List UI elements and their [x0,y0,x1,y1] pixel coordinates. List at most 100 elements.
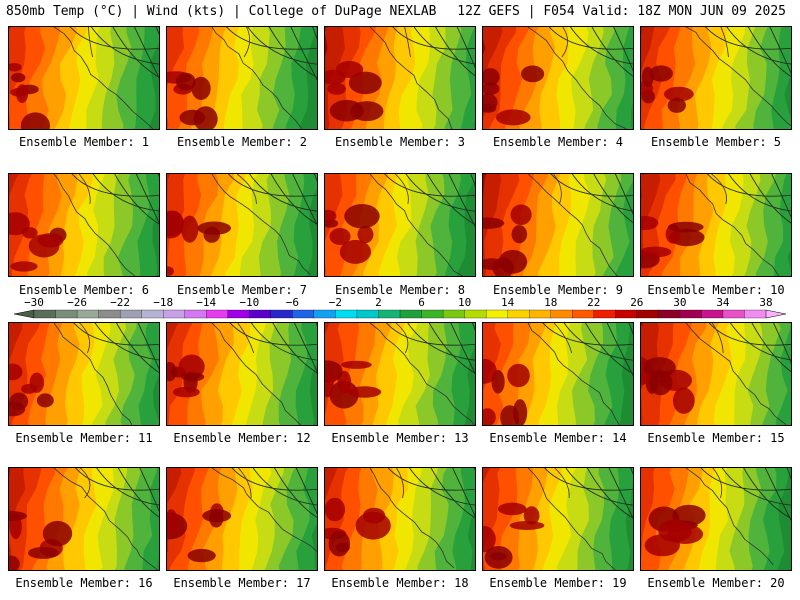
colorbar-segment [55,309,78,319]
colorbar-segment [98,309,121,319]
colorbar-tick-label: 38 [759,296,773,309]
colorbar-tick-label: 2 [375,296,382,309]
ensemble-member-label: Ensemble Member: 11 [15,431,153,445]
colorbar-segment [335,309,358,319]
ensemble-member-label: Ensemble Member: 17 [173,576,311,590]
ensemble-member-panel[interactable] [482,173,634,277]
colorbar-segment [119,309,143,319]
ensemble-member-label: Ensemble Member: 5 [650,135,782,149]
ensemble-member-label: Ensemble Member: 2 [176,135,308,149]
colorbar-segment [507,309,530,319]
ensemble-member-label: Ensemble Member: 15 [647,431,785,445]
ensemble-member-label: Ensemble Member: 4 [492,135,624,149]
ensemble-member-panel[interactable] [166,467,318,571]
colorbar-tick-label: −30 [24,296,44,309]
colorbar-segment [270,309,294,319]
ensemble-member-label: Ensemble Member: 3 [334,135,466,149]
colorbar-segment [529,309,552,319]
chart-title: 850mb Temp (°C) | Wind (kts) | College o… [6,4,437,19]
ensemble-member-panel[interactable] [640,26,792,130]
colorbar-tick-label: 18 [544,296,558,309]
ensemble-member-panel[interactable] [166,322,318,426]
ensemble-map [483,174,633,276]
colorbar-segment [572,309,595,319]
ensemble-map [483,27,633,129]
colorbar-segment [206,309,229,319]
colorbar-tick-label: 30 [673,296,687,309]
colorbar-tick-label: 22 [587,296,601,309]
colorbar-segment [33,309,57,319]
colorbar-tick-label: −6 [285,296,299,309]
ensemble-map [167,174,317,276]
colorbar-segment [744,309,767,319]
ensemble-member-panel[interactable] [324,322,476,426]
colorbar-tick-label: −26 [67,296,87,309]
colorbar-segment [701,309,724,319]
ensemble-map [325,468,475,570]
colorbar-segment [722,309,746,319]
temperature-colorbar [13,309,787,319]
ensemble-member-label: Ensemble Member: 1 [18,135,150,149]
ensemble-map [325,174,475,276]
ensemble-member-panel[interactable] [8,322,160,426]
colorbar-tick-label: 34 [716,296,730,309]
ensemble-map [641,27,791,129]
colorbar-segment [163,309,186,319]
ensemble-member-label: Ensemble Member: 10 [647,283,785,297]
colorbar-tick-label: −22 [110,296,131,309]
ensemble-map [325,27,475,129]
ensemble-member-panel[interactable] [324,26,476,130]
ensemble-map [9,323,159,425]
ensemble-member-panel[interactable] [640,322,792,426]
colorbar-segment [636,309,660,319]
colorbar-segment [658,309,681,319]
colorbar-segment [550,309,573,319]
ensemble-member-panel[interactable] [8,467,160,571]
ensemble-member-panel[interactable] [166,173,318,277]
ensemble-map [167,468,317,570]
ensemble-member-label: Ensemble Member: 7 [176,283,308,297]
ensemble-member-panel[interactable] [324,173,476,277]
colorbar-segment [378,309,401,319]
ensemble-member-panel[interactable] [482,26,634,130]
ensemble-member-panel[interactable] [166,26,318,130]
colorbar-tick-label: −14 [196,296,217,309]
colorbar-tick-label: 42 [794,296,800,309]
ensemble-map [641,174,791,276]
colorbar-tick-label: 26 [630,296,644,309]
ensemble-member-label: Ensemble Member: 20 [647,576,785,590]
ensemble-map [9,27,159,129]
colorbar-tick-label: −10 [239,296,260,309]
colorbar-tick-label: 6 [418,296,425,309]
ensemble-member-panel[interactable] [482,467,634,571]
colorbar-segment [485,309,509,319]
ensemble-map [167,323,317,425]
colorbar-max-arrow [765,309,787,319]
colorbar-segment [615,309,638,319]
ensemble-member-panel[interactable] [8,173,160,277]
colorbar-segment [593,309,616,319]
colorbar-segment [313,309,337,319]
colorbar-tick-label: −18 [153,296,174,309]
colorbar-segment [464,309,487,319]
ensemble-member-panel[interactable] [640,173,792,277]
colorbar-tick-label: 10 [457,296,472,309]
ensemble-map [325,323,475,425]
ensemble-member-label: Ensemble Member: 8 [334,283,466,297]
colorbar-segment [421,309,444,319]
ensemble-member-panel[interactable] [640,467,792,571]
ensemble-member-label: Ensemble Member: 16 [15,576,153,590]
ensemble-member-panel[interactable] [482,322,634,426]
colorbar-segment [679,309,703,319]
ensemble-member-panel[interactable] [324,467,476,571]
ensemble-map [641,468,791,570]
ensemble-member-label: Ensemble Member: 18 [331,576,469,590]
ensemble-member-label: Ensemble Member: 14 [489,431,627,445]
ensemble-member-panel[interactable] [8,26,160,130]
run-info: 12Z GEFS | F054 Valid: 18Z MON JUN 09 20… [457,4,786,19]
colorbar-tick-label: −2 [328,296,343,309]
ensemble-member-label: Ensemble Member: 13 [331,431,469,445]
ensemble-map [9,468,159,570]
colorbar-segment [292,309,315,319]
ensemble-map [483,323,633,425]
